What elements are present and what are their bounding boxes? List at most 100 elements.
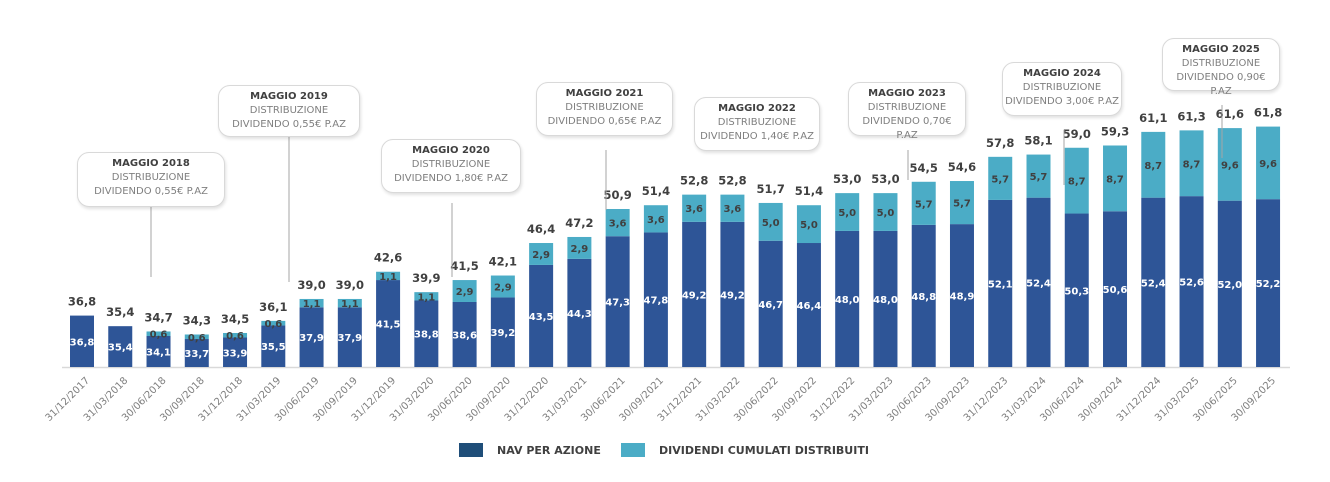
bar-dividends bbox=[835, 193, 860, 231]
bar-dividends bbox=[490, 275, 515, 298]
data-label-dividends: 8,7 bbox=[1068, 177, 1086, 188]
callout-line1: DISTRIBUZIONE bbox=[111, 172, 191, 183]
dividend-callout: MAGGIO 2019 DISTRIBUZIONE DIVIDENDO 0,55€ … bbox=[218, 85, 360, 137]
callout-line2: DIVIDENDO 0,90€ P.AZ bbox=[1176, 72, 1266, 97]
data-label-nav: 50,6 bbox=[1103, 285, 1128, 296]
bar-nav bbox=[605, 236, 630, 367]
data-label-nav: 47,8 bbox=[644, 296, 669, 307]
bar-nav bbox=[452, 301, 477, 367]
data-label-total: 59,0 bbox=[1063, 127, 1091, 141]
data-label-dividends: 0,6 bbox=[264, 319, 282, 330]
data-label-dividends: 1,1 bbox=[379, 272, 397, 283]
callout-line2: DIVIDENDO 0,70€ P.AZ bbox=[862, 116, 952, 141]
data-label-total: 39,9 bbox=[412, 271, 440, 285]
bar-dividends bbox=[605, 208, 630, 237]
bar-dividends bbox=[376, 271, 401, 281]
data-label-nav: 48,0 bbox=[835, 295, 860, 306]
data-label-total: 34,5 bbox=[221, 312, 249, 326]
data-label-total: 59,3 bbox=[1101, 124, 1129, 138]
bar-nav bbox=[835, 230, 860, 367]
data-label-nav: 37,9 bbox=[337, 333, 362, 344]
bar-nav bbox=[1217, 200, 1242, 367]
bar-nav bbox=[1179, 196, 1204, 367]
bar-dividends bbox=[337, 298, 362, 308]
data-label-dividends: 1,1 bbox=[417, 292, 435, 303]
bar-dividends bbox=[1179, 130, 1204, 197]
data-label-total: 61,1 bbox=[1139, 111, 1167, 125]
callout-title: MAGGIO 2018 bbox=[112, 158, 190, 169]
data-label-nav: 52,6 bbox=[1179, 278, 1204, 289]
data-label-nav: 38,6 bbox=[452, 330, 477, 341]
bar-nav bbox=[223, 337, 248, 367]
callout-line1: DISTRIBUZIONE bbox=[1022, 82, 1102, 93]
data-label-total: 36,8 bbox=[68, 295, 96, 309]
data-label-nav: 38,8 bbox=[414, 330, 439, 341]
callout-line2: DIVIDENDO 1,80€ P.AZ bbox=[394, 173, 508, 184]
bar-nav bbox=[682, 221, 707, 367]
callout-line2: DIVIDENDO 3,00€ P.AZ bbox=[1005, 96, 1119, 107]
dividend-callout: MAGGIO 2020 DISTRIBUZIONE DIVIDENDO 1,80€ … bbox=[381, 139, 521, 193]
data-label-total: 61,8 bbox=[1254, 106, 1282, 120]
legend-item-dividends: DIVIDENDI CUMULATI DISTRIBUITI bbox=[621, 443, 869, 457]
callout-title: MAGGIO 2022 bbox=[718, 103, 796, 114]
callout-line2: DIVIDENDO 1,40€ P.AZ bbox=[700, 131, 814, 142]
bar-nav bbox=[796, 243, 821, 367]
data-label-total: 35,4 bbox=[106, 305, 134, 319]
data-label-dividends: 5,0 bbox=[800, 220, 818, 231]
data-label-nav: 48,0 bbox=[873, 295, 898, 306]
bar-nav bbox=[873, 230, 898, 367]
bar-nav bbox=[146, 336, 171, 367]
legend-item-nav: NAV PER AZIONE bbox=[459, 443, 601, 457]
callout-title: MAGGIO 2024 bbox=[1023, 68, 1101, 79]
data-label-nav: 48,9 bbox=[950, 292, 975, 303]
callout-title: MAGGIO 2023 bbox=[868, 88, 946, 99]
bar-nav bbox=[184, 339, 209, 367]
callout-title: MAGGIO 2020 bbox=[412, 145, 490, 156]
bar-nav bbox=[758, 240, 783, 367]
legend-label-dividends: DIVIDENDI CUMULATI DISTRIBUITI bbox=[659, 443, 869, 457]
bar-dividends bbox=[682, 194, 707, 222]
data-label-dividends: 5,7 bbox=[915, 199, 933, 210]
data-label-nav: 50,3 bbox=[1064, 286, 1089, 297]
bar-nav bbox=[490, 297, 515, 367]
bar-dividends bbox=[988, 156, 1013, 200]
data-label-total: 34,3 bbox=[183, 313, 211, 327]
data-label-total: 34,7 bbox=[144, 310, 172, 324]
callout-line2: DIVIDENDO 0,55€ P.AZ bbox=[94, 186, 208, 197]
callout-title: MAGGIO 2021 bbox=[565, 88, 644, 99]
bar-dividends bbox=[1141, 131, 1166, 198]
dividend-callout: MAGGIO 2018 DISTRIBUZIONE DIVIDENDO 0,55€ … bbox=[77, 152, 225, 207]
bar-nav bbox=[988, 199, 1013, 367]
callout-line1: DISTRIBUZIONE bbox=[717, 117, 797, 128]
data-label-dividends: 2,9 bbox=[456, 287, 474, 298]
dividend-callout: MAGGIO 2024 DISTRIBUZIONE DIVIDENDO 3,00€ … bbox=[1002, 62, 1122, 116]
bar-dividends bbox=[261, 320, 286, 326]
data-label-nav: 49,2 bbox=[720, 290, 745, 301]
data-label-total: 51,4 bbox=[642, 184, 670, 198]
dividend-callout: MAGGIO 2023 DISTRIBUZIONE DIVIDENDO 0,70€ … bbox=[848, 82, 966, 141]
callout-title: MAGGIO 2019 bbox=[250, 91, 328, 102]
legend-swatch-nav bbox=[459, 443, 483, 457]
bar-nav bbox=[643, 232, 668, 367]
bar-dividends bbox=[1256, 126, 1281, 200]
bar-nav bbox=[1141, 197, 1166, 367]
bar-nav bbox=[1256, 199, 1281, 367]
data-label-nav: 52,4 bbox=[1026, 278, 1051, 289]
data-label-nav: 52,0 bbox=[1217, 280, 1242, 291]
bar-nav bbox=[299, 307, 324, 367]
data-label-dividends: 5,7 bbox=[1030, 172, 1048, 183]
data-label-dividends: 8,7 bbox=[1106, 174, 1124, 185]
bar-dividends bbox=[796, 205, 821, 244]
data-label-dividends: 0,6 bbox=[188, 333, 206, 344]
data-label-dividends: 5,0 bbox=[762, 218, 780, 229]
data-label-dividends: 5,7 bbox=[991, 174, 1009, 185]
callout-line2: DIVIDENDO 0,65€ P.AZ bbox=[547, 116, 662, 127]
bar-nav bbox=[1103, 211, 1128, 367]
bar-dividends bbox=[911, 181, 936, 225]
data-label-dividends: 5,7 bbox=[953, 199, 971, 210]
data-label-total: 47,2 bbox=[565, 216, 593, 230]
data-label-dividends: 5,0 bbox=[877, 208, 895, 219]
callout-line2: DIVIDENDO 0,55€ P.AZ bbox=[232, 119, 346, 130]
data-label-dividends: 9,6 bbox=[1259, 159, 1277, 170]
